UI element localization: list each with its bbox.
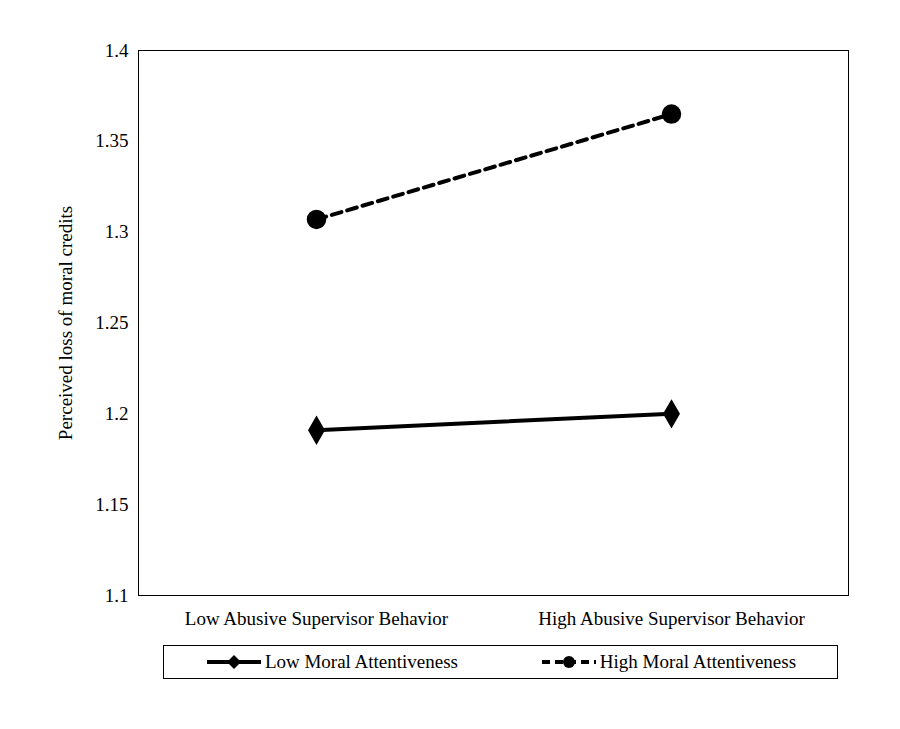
html-text:High Moral Attentiveness: High Moral Attentiveness (599, 651, 797, 672)
svg-text:Perceived loss of moral credit: Perceived loss of moral credits (55, 206, 76, 440)
svg-text:1.2: 1.2 (105, 403, 129, 424)
svg-text:1.25: 1.25 (95, 312, 128, 333)
svg-text:1.15: 1.15 (95, 494, 128, 515)
svg-text:1.35: 1.35 (95, 130, 128, 151)
svg-text:1.1: 1.1 (105, 585, 129, 606)
svg-text:High Abusive Supervisor Behavi: High Abusive Supervisor Behavior (538, 608, 805, 629)
svg-text:1.3: 1.3 (105, 221, 129, 242)
svg-text:Low Abusive Supervisor Behavio: Low Abusive Supervisor Behavior (185, 608, 449, 629)
html-text:Low Moral Attentiveness: Low Moral Attentiveness (264, 651, 458, 672)
svg-text:1.4: 1.4 (105, 40, 129, 61)
